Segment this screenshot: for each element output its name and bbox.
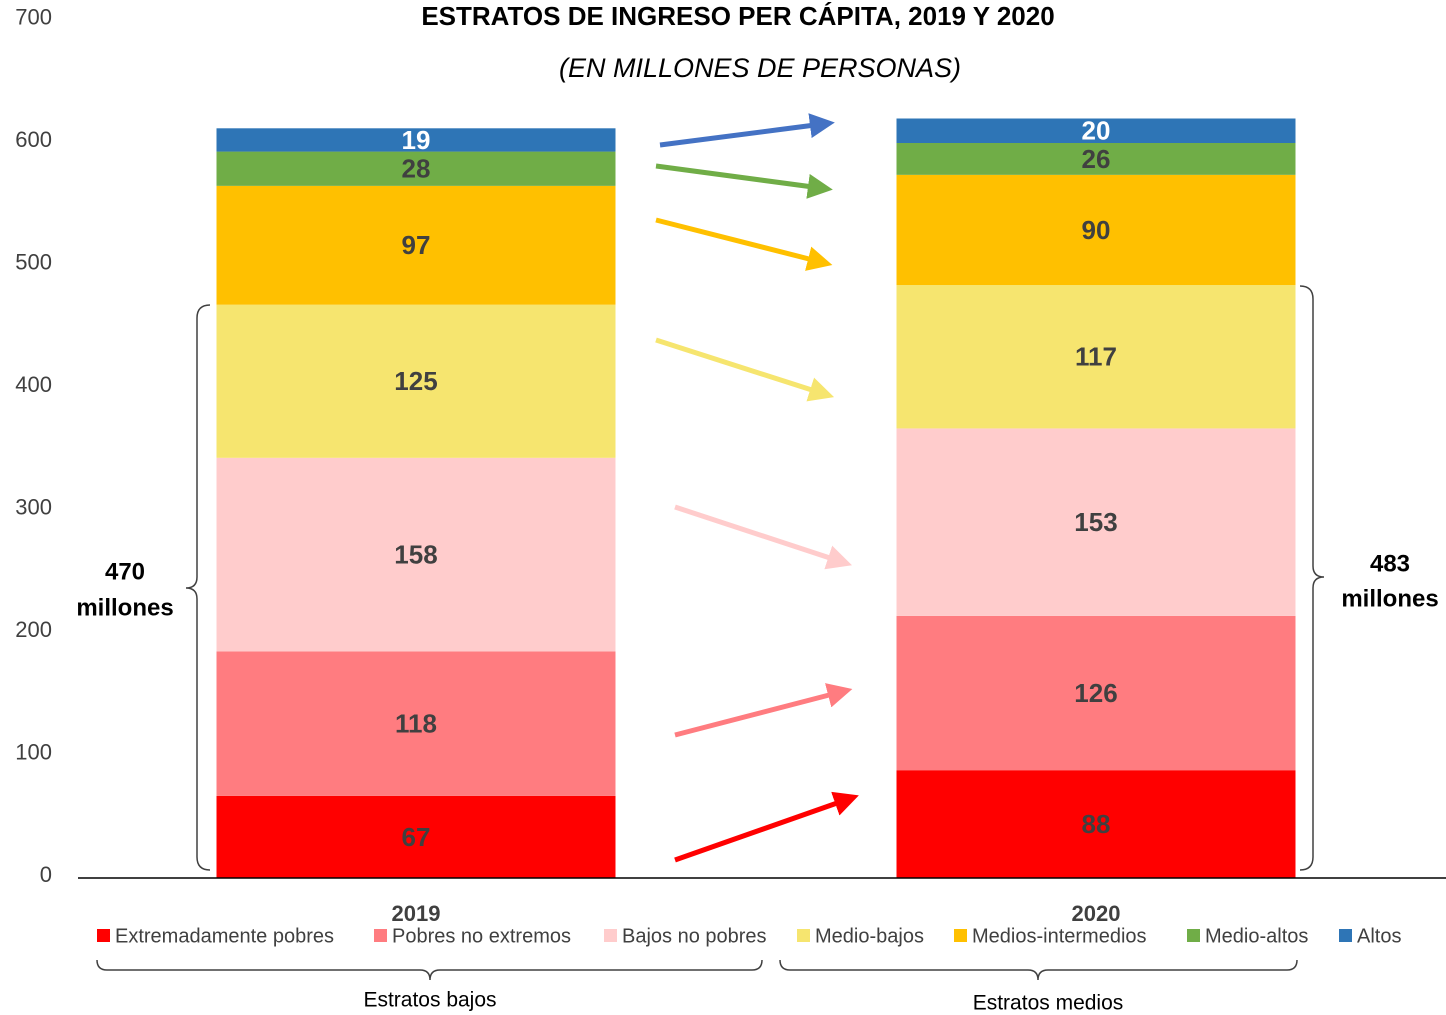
annotation: millones	[76, 594, 173, 621]
bar-segment	[896, 285, 1296, 429]
bar-segment	[216, 795, 616, 878]
data-label: 67	[402, 822, 431, 852]
legend-swatch	[374, 929, 387, 942]
data-label: 20	[1082, 116, 1111, 146]
bar-segment	[896, 770, 1296, 878]
data-label: 158	[394, 539, 437, 569]
legend-swatch	[954, 929, 967, 942]
bar-segment	[896, 118, 1296, 143]
legend-label: Medios-intermedios	[972, 925, 1147, 947]
annotation: 470	[105, 558, 145, 585]
arrow	[655, 217, 833, 271]
annotation: Estratos bajos	[363, 989, 496, 1012]
brace	[96, 959, 763, 981]
y-tick-label: 400	[15, 372, 52, 397]
data-label: 26	[1082, 144, 1111, 174]
legend-label: Altos	[1357, 925, 1401, 947]
y-tick-label: 700	[15, 4, 52, 29]
legend-label: Medio-bajos	[815, 925, 924, 947]
data-label: 28	[402, 154, 431, 184]
y-tick-label: 200	[15, 617, 52, 642]
brace	[1299, 285, 1325, 871]
arrow	[655, 163, 833, 199]
bar-segment	[216, 651, 616, 796]
legend-swatch	[1339, 929, 1352, 942]
y-tick-label: 0	[40, 862, 52, 887]
y-tick-label: 100	[15, 739, 52, 764]
x-tick-label: 2019	[392, 901, 441, 926]
legend-swatch	[604, 929, 617, 942]
chart-subtitle: (EN MILLONES DE PERSONAS)	[559, 53, 961, 83]
bar-segment	[216, 128, 616, 152]
legend-swatch	[1187, 929, 1200, 942]
brace	[779, 959, 1298, 981]
x-tick-label: 2020	[1072, 901, 1121, 926]
chart-title: ESTRATOS DE INGRESO PER CÁPITA, 2019 Y 2…	[421, 1, 1054, 31]
bar-segment	[216, 185, 616, 305]
y-tick-label: 500	[15, 249, 52, 274]
data-label: 153	[1074, 507, 1117, 537]
data-label: 90	[1082, 215, 1111, 245]
arrow	[674, 504, 852, 570]
data-label: 126	[1074, 678, 1117, 708]
arrow	[674, 791, 859, 863]
bar-segment	[216, 151, 616, 186]
annotation: 483	[1370, 550, 1410, 577]
arrow	[655, 337, 835, 402]
arrow	[674, 683, 853, 738]
bar-segment	[896, 428, 1296, 616]
data-label: 88	[1082, 809, 1111, 839]
legend-swatch	[797, 929, 810, 942]
bar-segment	[216, 457, 616, 652]
arrows	[655, 113, 859, 863]
legend-label: Medio-altos	[1205, 925, 1308, 947]
legend-label: Pobres no extremos	[392, 925, 571, 947]
data-label: 97	[402, 230, 431, 260]
annotation: Estratos medios	[973, 992, 1124, 1015]
bar-segment	[896, 174, 1296, 286]
legend-label: Extremadamente pobres	[115, 925, 334, 947]
legend-label: Bajos no pobres	[622, 925, 767, 947]
bar-segment	[216, 304, 616, 458]
arrow	[659, 113, 835, 148]
y-tick-label: 600	[15, 127, 52, 152]
bar-segment	[896, 615, 1296, 771]
data-label: 125	[394, 366, 437, 396]
y-tick-label: 300	[15, 494, 52, 519]
legend-swatch	[97, 929, 110, 942]
bar-segment	[896, 143, 1296, 175]
brace	[185, 304, 211, 871]
data-label: 117	[1075, 342, 1117, 372]
data-label: 118	[395, 709, 437, 739]
data-label: 19	[402, 125, 431, 155]
annotation: millones	[1341, 585, 1438, 612]
